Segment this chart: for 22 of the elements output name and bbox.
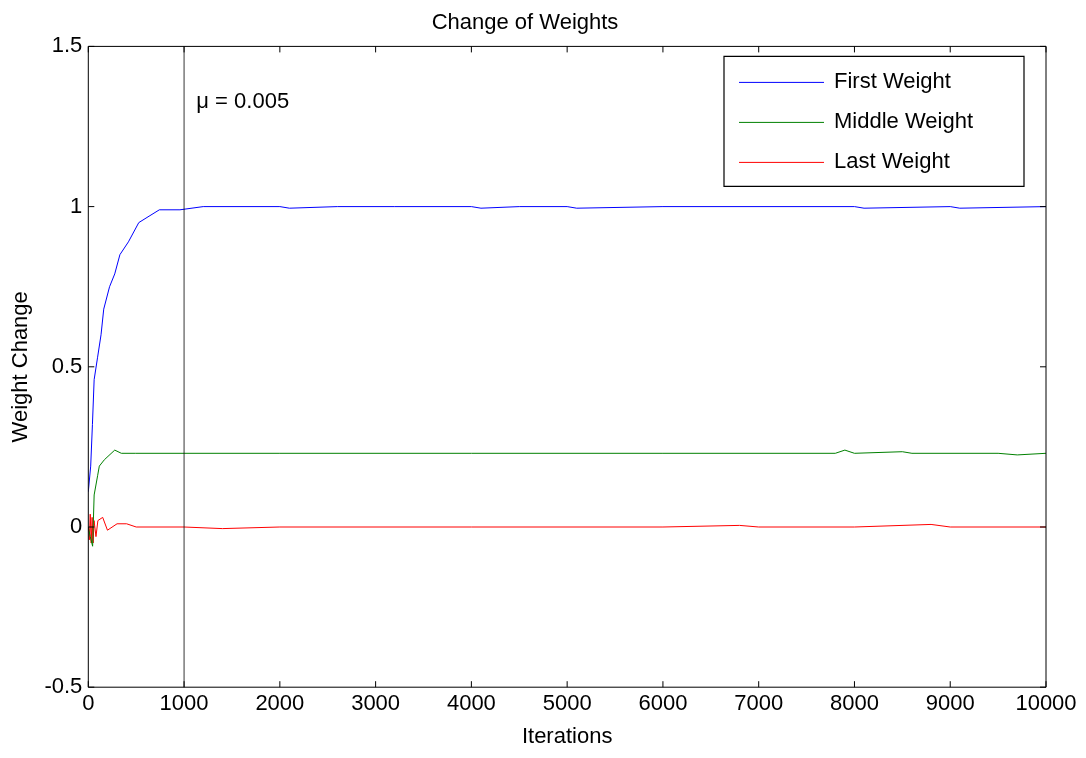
chart-title: Change of Weights <box>431 9 619 35</box>
x-tick-label: 10000 <box>1015 690 1077 716</box>
legend-label: Middle Weight <box>834 108 973 134</box>
y-axis-title: Weight Change <box>7 291 33 443</box>
y-tick-label: -0.5 <box>44 673 83 699</box>
y-tick-label: 1 <box>70 192 83 218</box>
x-tick-label: 4000 <box>446 690 496 716</box>
x-axis-title: Iterations <box>521 722 613 748</box>
x-tick-label: 8000 <box>829 690 879 716</box>
x-tick-label: 2000 <box>255 690 305 716</box>
y-tick-label: 1.5 <box>51 32 83 58</box>
y-tick-label: 0 <box>70 513 83 539</box>
legend-label: First Weight <box>834 68 951 94</box>
legend-label: Last Weight <box>834 148 950 174</box>
x-tick-label: 6000 <box>638 690 688 716</box>
x-tick-label: 9000 <box>925 690 975 716</box>
y-tick-label: 0.5 <box>51 352 83 378</box>
x-tick-label: 5000 <box>542 690 592 716</box>
x-tick-label: 7000 <box>734 690 784 716</box>
x-tick-label: 1000 <box>159 690 209 716</box>
annotation: μ = 0.005 <box>196 88 290 114</box>
x-tick-label: 3000 <box>351 690 401 716</box>
